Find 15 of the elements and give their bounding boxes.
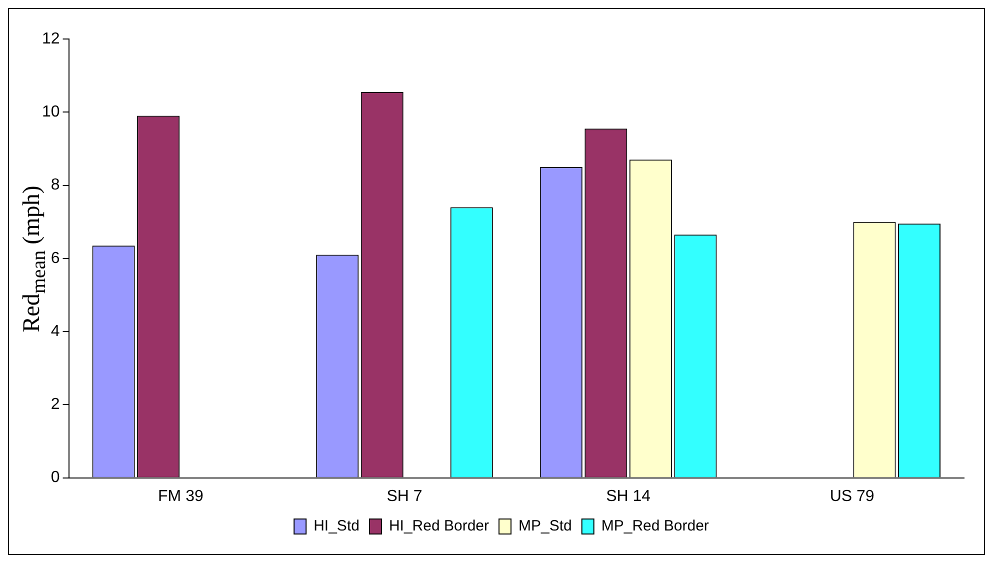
x-tick-label: FM 39 <box>158 488 204 505</box>
legend-label: HI_Std <box>314 518 360 535</box>
y-tick-label: 6 <box>50 250 60 267</box>
y-tick-label: 10 <box>42 104 60 121</box>
y-tick-label: 4 <box>50 322 60 340</box>
legend-label: MP_Red Border <box>601 518 709 535</box>
legend-label: MP_Std <box>518 518 572 535</box>
y-tick-label: 2 <box>50 396 60 414</box>
y-tick-label: 8 <box>50 176 60 194</box>
x-tick-label: SH 14 <box>606 488 651 505</box>
x-tick-label: US 79 <box>830 488 874 505</box>
y-tick-label: 0 <box>50 469 60 486</box>
y-tick-label: 12 <box>42 30 60 48</box>
x-tick-label: SH 7 <box>386 488 422 505</box>
legend-label: HI_Red Border <box>388 518 490 535</box>
